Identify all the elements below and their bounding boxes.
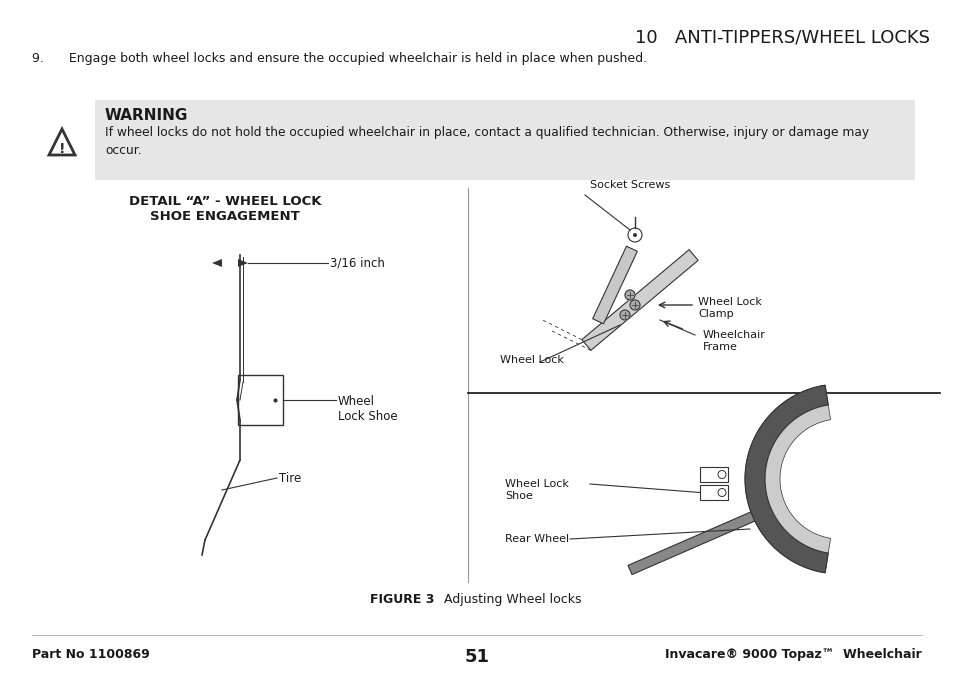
- Bar: [700, 467, 727, 482]
- Circle shape: [619, 310, 629, 320]
- Text: If wheel locks do not hold the occupied wheelchair in place, contact a qualified: If wheel locks do not hold the occupied …: [105, 126, 868, 157]
- Text: Wheel Lock
Shoe: Wheel Lock Shoe: [504, 479, 568, 501]
- Polygon shape: [744, 385, 830, 573]
- Polygon shape: [49, 129, 75, 155]
- Circle shape: [718, 489, 725, 497]
- Text: Adjusting Wheel locks: Adjusting Wheel locks: [432, 593, 581, 606]
- Text: FIGURE 3: FIGURE 3: [370, 593, 434, 606]
- Polygon shape: [212, 259, 222, 267]
- Polygon shape: [237, 259, 248, 267]
- Text: Wheel
Lock Shoe: Wheel Lock Shoe: [337, 395, 397, 423]
- Text: SHOE ENGAGEMENT: SHOE ENGAGEMENT: [150, 210, 299, 223]
- Text: !: !: [59, 142, 65, 156]
- Polygon shape: [627, 504, 771, 574]
- Text: 10   ANTI-TIPPERS/WHEEL LOCKS: 10 ANTI-TIPPERS/WHEEL LOCKS: [635, 28, 929, 46]
- Text: Part No 1100869: Part No 1100869: [32, 648, 150, 661]
- Text: 3/16 inch: 3/16 inch: [330, 257, 384, 270]
- Text: 9.  Engage both wheel locks and ensure the occupied wheelchair is held in place : 9. Engage both wheel locks and ensure th…: [32, 52, 646, 65]
- Circle shape: [633, 233, 637, 237]
- Text: WARNING: WARNING: [105, 108, 188, 123]
- Text: Tire: Tire: [278, 472, 301, 485]
- Circle shape: [718, 470, 725, 479]
- Text: DETAIL “A” - WHEEL LOCK: DETAIL “A” - WHEEL LOCK: [129, 195, 321, 208]
- Circle shape: [627, 228, 641, 242]
- Bar: [237, 375, 283, 425]
- Text: 51: 51: [464, 648, 489, 666]
- Polygon shape: [592, 246, 637, 324]
- Polygon shape: [744, 385, 827, 573]
- Text: Rear Wheel: Rear Wheel: [504, 534, 569, 544]
- FancyBboxPatch shape: [95, 100, 914, 180]
- Circle shape: [629, 300, 639, 310]
- Circle shape: [624, 290, 635, 300]
- Polygon shape: [581, 249, 698, 350]
- Text: Wheelchair
Frame: Wheelchair Frame: [702, 330, 765, 352]
- Bar: [700, 485, 727, 500]
- Text: Socket Screws: Socket Screws: [589, 180, 670, 190]
- Text: Invacare® 9000 Topaz™  Wheelchair: Invacare® 9000 Topaz™ Wheelchair: [664, 648, 921, 661]
- Text: Wheel Lock: Wheel Lock: [499, 355, 563, 365]
- Text: Wheel Lock
Clamp: Wheel Lock Clamp: [698, 297, 761, 319]
